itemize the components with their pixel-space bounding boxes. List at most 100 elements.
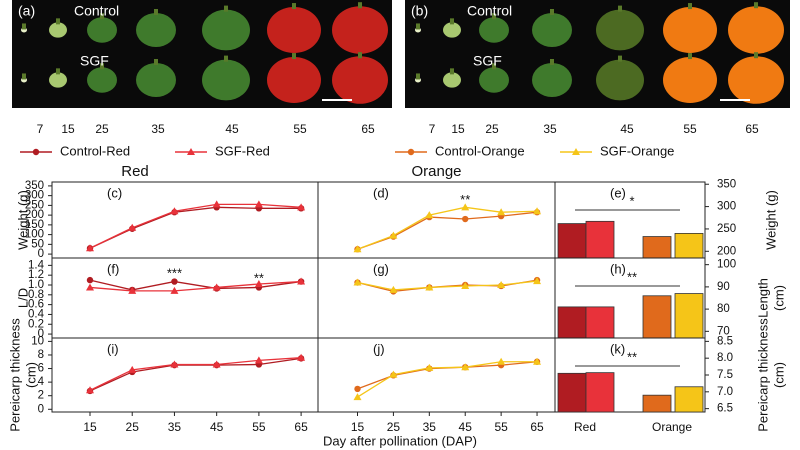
marker: [425, 283, 434, 291]
x-tick-label: 35: [423, 420, 437, 434]
y-tick-label: 0: [38, 248, 44, 260]
pepper: [332, 6, 388, 54]
y-axis-label: Weight (g): [763, 190, 778, 250]
photo-label: Control: [467, 3, 512, 19]
bar: [674, 293, 704, 339]
x-axis-label: Day after pollination (DAP): [323, 433, 477, 448]
panel-label: (c): [107, 185, 122, 200]
y-tick-label: 8.0: [717, 352, 733, 364]
bar: [557, 372, 587, 413]
series-line: [89, 357, 302, 391]
bar: [674, 386, 704, 413]
photo-panel: [12, 0, 392, 108]
marker: [128, 286, 137, 294]
y-tick-label: 1.2: [28, 269, 44, 281]
marker: [461, 203, 470, 211]
marker: [533, 277, 542, 285]
panel-label: (h): [610, 261, 626, 276]
column-title: Orange: [411, 163, 461, 180]
dap-label: 35: [543, 122, 557, 136]
pepper: [728, 56, 784, 104]
marker: [533, 207, 542, 215]
significance: **: [627, 269, 637, 284]
y-axis-label: Pereicarp thickness: [7, 318, 22, 432]
y-tick-label: 0.2: [28, 318, 44, 330]
pepper-stem: [550, 59, 554, 65]
pepper-stem: [358, 52, 362, 59]
y-tick-label: 150: [25, 219, 44, 231]
marker: [170, 207, 179, 215]
pepper-stem: [492, 13, 496, 20]
marker: [572, 148, 580, 155]
pepper-stem: [292, 53, 296, 60]
dap-label: 7: [429, 122, 436, 136]
y-tick-label: 0: [38, 328, 44, 340]
marker: [212, 360, 221, 368]
bar: [585, 220, 615, 259]
pepper-stem: [224, 5, 228, 12]
y-tick-label: 8.5: [717, 335, 733, 347]
marker: [297, 203, 306, 211]
y-tick-label: 300: [717, 201, 736, 213]
bar: [585, 372, 615, 413]
pepper: [443, 22, 461, 38]
dap-label: 55: [293, 122, 307, 136]
pepper-stem: [416, 23, 420, 30]
column-title: Red: [121, 163, 149, 180]
x-tick-label: 45: [459, 420, 473, 434]
y-tick-label: 4: [38, 376, 45, 388]
dap-label: 15: [451, 122, 465, 136]
marker: [297, 353, 306, 361]
y-tick-label: 100: [25, 229, 44, 241]
marker: [425, 363, 434, 371]
marker: [86, 283, 94, 291]
dap-label: 65: [361, 122, 375, 136]
panel-frame: [317, 257, 556, 339]
pepper: [332, 56, 388, 104]
pepper: [87, 67, 117, 93]
y-tick-label: 2: [38, 390, 44, 402]
pepper-stem: [292, 3, 296, 10]
bar: [557, 223, 587, 259]
y-tick-label: 200: [25, 209, 44, 221]
panel-label: (g): [373, 261, 389, 276]
y-axis-label: (cm): [771, 362, 786, 388]
marker: [389, 285, 398, 293]
marker: [212, 283, 221, 291]
y-tick-label: 6.5: [717, 403, 733, 415]
marker: [86, 276, 94, 284]
legend-label: Control-Red: [60, 143, 130, 158]
pepper: [136, 13, 176, 47]
photo-label: SGF: [80, 53, 109, 69]
pepper: [596, 59, 644, 101]
y-tick-label: 6: [38, 363, 44, 375]
pepper: [49, 72, 67, 88]
x-tick-label: 15: [351, 420, 365, 434]
y-tick-label: 200: [717, 245, 736, 257]
pepper: [728, 6, 784, 54]
y-tick-label: 80: [717, 303, 730, 315]
pepper-stem: [688, 3, 692, 10]
x-tick-label: 25: [387, 420, 401, 434]
marker: [297, 277, 306, 285]
panel-label: (j): [373, 341, 385, 356]
y-tick-label: 50: [31, 238, 44, 250]
series-line: [89, 279, 302, 291]
pepper: [663, 7, 717, 53]
marker: [533, 357, 542, 365]
x-tick-label: 65: [530, 420, 544, 434]
dap-label: 7: [37, 122, 44, 136]
significance: **: [627, 349, 637, 364]
x-tick-label: 35: [168, 420, 182, 434]
marker: [212, 200, 221, 208]
legend-label: SGF-Red: [215, 143, 270, 158]
dap-label: 35: [151, 122, 165, 136]
photo-label: (a): [18, 3, 35, 19]
y-tick-label: 7.0: [717, 386, 733, 398]
pepper-stem: [358, 2, 362, 9]
dap-label: 65: [745, 122, 759, 136]
marker: [170, 360, 179, 368]
pepper: [479, 67, 509, 93]
pepper-stem: [22, 73, 26, 80]
